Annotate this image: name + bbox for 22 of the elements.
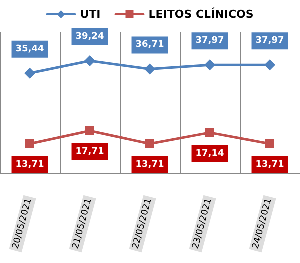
point bbox=[146, 139, 154, 148]
point bbox=[24, 68, 36, 79]
data-label: 13,71 bbox=[256, 160, 284, 170]
data-label: 37,97 bbox=[256, 36, 284, 46]
legend-label: UTI bbox=[80, 8, 101, 21]
point bbox=[266, 139, 274, 148]
data-label: 35,44 bbox=[16, 44, 44, 54]
data-label: 37,97 bbox=[196, 36, 224, 46]
data-label: 13,71 bbox=[136, 160, 164, 170]
point bbox=[264, 60, 276, 71]
point bbox=[144, 64, 156, 75]
legend-label: LEITOS CLÍNICOS bbox=[148, 7, 254, 21]
data-label: 17,14 bbox=[196, 148, 224, 159]
data-label: 39,24 bbox=[76, 32, 104, 42]
point bbox=[26, 139, 34, 148]
point bbox=[206, 128, 214, 138]
data-label: 13,71 bbox=[16, 160, 44, 170]
data-label: 17,71 bbox=[76, 146, 104, 157]
point bbox=[204, 60, 216, 71]
data-label: 36,71 bbox=[136, 40, 164, 50]
point bbox=[86, 126, 94, 136]
point bbox=[84, 56, 96, 67]
